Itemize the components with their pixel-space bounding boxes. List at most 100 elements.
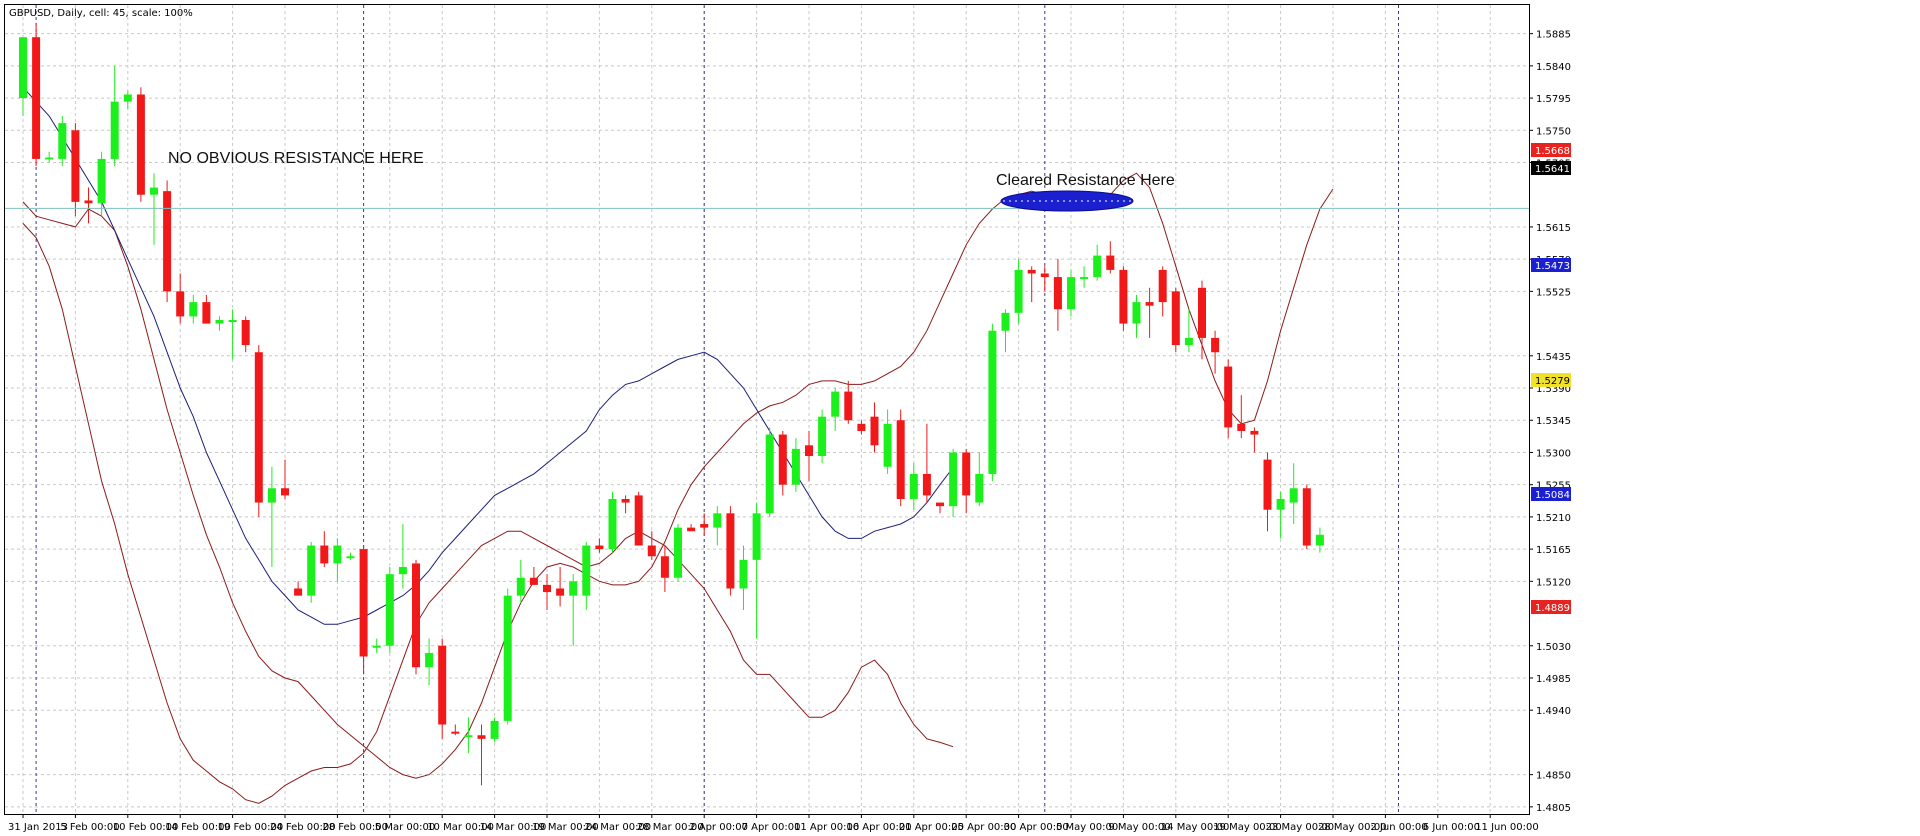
candle-body <box>1067 277 1075 310</box>
candle <box>687 524 696 532</box>
x-tick-label: 10 Mar 00:00 <box>427 822 494 833</box>
x-tick-label: 31 Jan 2013 <box>8 822 68 833</box>
candle <box>634 491 643 546</box>
candle <box>516 559 525 603</box>
x-tick-label: 19 Mar 00:00 <box>532 822 599 833</box>
candle <box>1302 484 1311 550</box>
x-tick-label: 11 Jun 00:00 <box>1475 822 1539 833</box>
x-tick-label: 5 Feb 00:00 <box>60 822 119 833</box>
candle-body <box>215 320 224 324</box>
candle-body <box>660 556 669 578</box>
candle-body <box>831 391 840 417</box>
candle-body <box>962 452 971 496</box>
candle-body <box>32 37 41 159</box>
candle <box>490 717 499 743</box>
candle-body <box>1080 277 1089 280</box>
candle-body <box>464 735 473 738</box>
candle-body <box>1211 337 1220 353</box>
x-tick-label: 28 May 00:00 <box>1318 822 1387 833</box>
candle <box>765 427 774 517</box>
candle-body <box>136 94 145 195</box>
candle-body <box>922 473 931 496</box>
candle-body <box>949 452 958 507</box>
candle <box>857 420 866 435</box>
candle <box>621 495 630 514</box>
candle <box>608 491 617 553</box>
candle-body <box>281 488 289 496</box>
candle-body <box>674 527 682 578</box>
price-label-box <box>1531 258 1571 272</box>
candle <box>163 180 172 303</box>
chart-frame <box>4 4 1530 815</box>
candle <box>1067 269 1075 317</box>
candle-body <box>58 123 67 159</box>
candle-body <box>647 545 656 557</box>
candles <box>19 22 1324 786</box>
x-tick-label: 16 Apr 00:00 <box>846 822 911 833</box>
y-tick-label: 1.4805 <box>1536 803 1571 814</box>
candle <box>1211 330 1220 374</box>
candle-body <box>176 291 185 317</box>
candle <box>71 123 80 217</box>
candle-body <box>438 645 447 725</box>
candle-body <box>844 391 853 421</box>
candle-body <box>791 448 800 485</box>
candle <box>1145 287 1154 338</box>
candle <box>464 717 473 754</box>
x-tick-label: 2 Jun 00:00 <box>1370 822 1427 833</box>
candle-body <box>228 320 237 323</box>
candle-body <box>1132 302 1141 324</box>
x-tick-label: 25 Apr 00:00 <box>951 822 1016 833</box>
y-tick-label: 1.5615 <box>1536 223 1571 234</box>
candle <box>1224 359 1233 439</box>
candle-body <box>110 101 119 159</box>
candle <box>700 513 709 535</box>
price-label-box <box>1531 161 1571 175</box>
y-tick-label: 1.5300 <box>1536 448 1571 459</box>
candle-body <box>975 473 984 503</box>
x-tick-label: 14 May 00:00 <box>1161 822 1230 833</box>
y-tick-label: 1.5885 <box>1536 30 1571 41</box>
price-label-text: 1.5641 <box>1535 164 1570 175</box>
candle-body <box>385 574 394 646</box>
y-tick-label: 1.4850 <box>1536 771 1571 782</box>
y-tick-label: 1.5840 <box>1536 62 1571 73</box>
candle-body <box>1315 534 1324 546</box>
candle <box>176 273 185 324</box>
candle <box>1132 294 1141 338</box>
candle <box>1080 266 1089 288</box>
candle-body <box>84 200 93 204</box>
candle-body <box>529 577 538 585</box>
candle-body <box>634 495 643 546</box>
candle <box>569 574 578 646</box>
candle <box>674 524 682 582</box>
candle <box>202 294 211 324</box>
candle <box>818 409 827 464</box>
candle <box>1171 287 1180 353</box>
candle-body <box>1289 488 1298 503</box>
candle-body <box>543 584 551 593</box>
candle <box>398 524 407 589</box>
candle <box>1184 309 1193 353</box>
y-axis: 1.58851.58401.57951.57501.57051.56151.55… <box>1529 30 1571 814</box>
candle-body <box>267 488 276 503</box>
price-label: 1.5084 <box>1531 487 1571 501</box>
candle <box>949 448 958 517</box>
candle-body <box>595 545 604 550</box>
candle-body <box>45 157 54 160</box>
candle-body <box>1171 291 1180 346</box>
candle-body <box>398 567 407 575</box>
x-tick-label: 21 Apr 00:00 <box>899 822 964 833</box>
candle-body <box>97 158 106 204</box>
candle <box>595 538 604 553</box>
price-label-box <box>1531 373 1571 387</box>
y-tick-label: 1.4985 <box>1536 674 1571 685</box>
candle <box>1315 527 1324 553</box>
y-tick-label: 1.5030 <box>1536 642 1571 653</box>
x-tick-label: 24 Feb 00:00 <box>270 822 336 833</box>
candle <box>660 545 669 593</box>
candle <box>346 552 355 560</box>
x-tick-label: 23 May 00:00 <box>1266 822 1335 833</box>
y-tick-label: 1.5795 <box>1536 94 1571 105</box>
